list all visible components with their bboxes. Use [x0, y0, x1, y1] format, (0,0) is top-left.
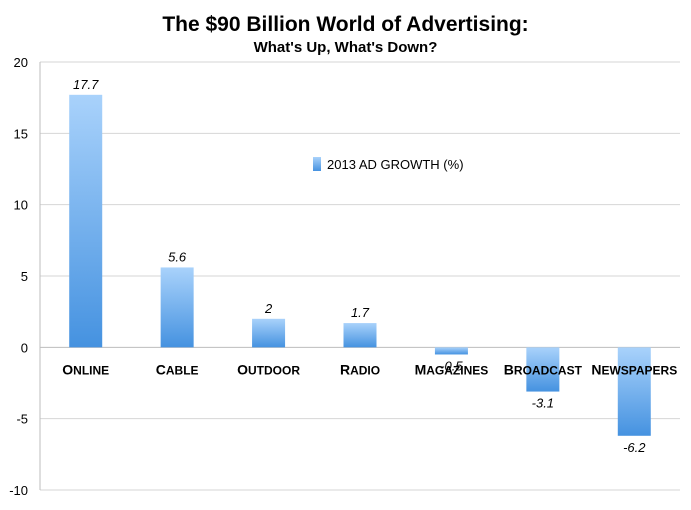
chart-title: The $90 Billion World of Advertising:: [162, 13, 529, 36]
bars: [69, 94, 651, 436]
y-tick-label: 0: [21, 340, 28, 355]
y-tick-label: 20: [14, 55, 28, 70]
data-label: -3.1: [532, 396, 554, 411]
category-label: BROADCAST: [504, 361, 583, 377]
y-tick-label: -10: [9, 483, 28, 498]
data-label: -6.2: [623, 440, 646, 455]
bar-radio: [343, 323, 377, 348]
bar-outdoor: [252, 318, 286, 348]
y-tick-label: 10: [14, 198, 28, 213]
labels: 20 15 10 5 0 -5 -10 17.7 ONLINE 5.6 CABLE 2 OUTDOOR 1…: [9, 55, 677, 498]
chart-subtitle: What's Up, What's Down?: [253, 39, 438, 56]
legend-swatch: [313, 157, 321, 171]
category-label: RADIO: [340, 361, 380, 377]
y-tick-label: 5: [21, 269, 28, 284]
bar-magazines: [434, 347, 468, 355]
bar-broadcast: [526, 347, 560, 392]
legend-label: 2013 AD GROWTH (%): [327, 157, 464, 172]
legend: 2013 AD GROWTH (%): [313, 157, 464, 172]
data-label: 2: [264, 301, 273, 316]
category-label: NEWSPAPERS: [591, 361, 677, 377]
category-label: MAGAZINES: [415, 361, 489, 377]
bar-newspapers: [617, 347, 651, 436]
data-label: 5.6: [168, 249, 187, 264]
category-label: ONLINE: [62, 361, 109, 377]
chart-title-block: The $90 Billion World of Advertising: Wh…: [0, 12, 691, 58]
grid-lines: [40, 61, 680, 491]
data-label: 17.7: [73, 77, 99, 92]
bar-online: [69, 94, 103, 348]
bar-cable: [160, 267, 194, 348]
data-label: -0.5: [440, 358, 463, 373]
axes: [39, 62, 680, 490]
y-tick-label: 15: [14, 126, 28, 141]
data-label: 1.7: [351, 305, 370, 320]
category-label: CABLE: [156, 361, 199, 377]
category-label: OUTDOOR: [237, 361, 300, 377]
y-tick-label: -5: [16, 412, 28, 427]
